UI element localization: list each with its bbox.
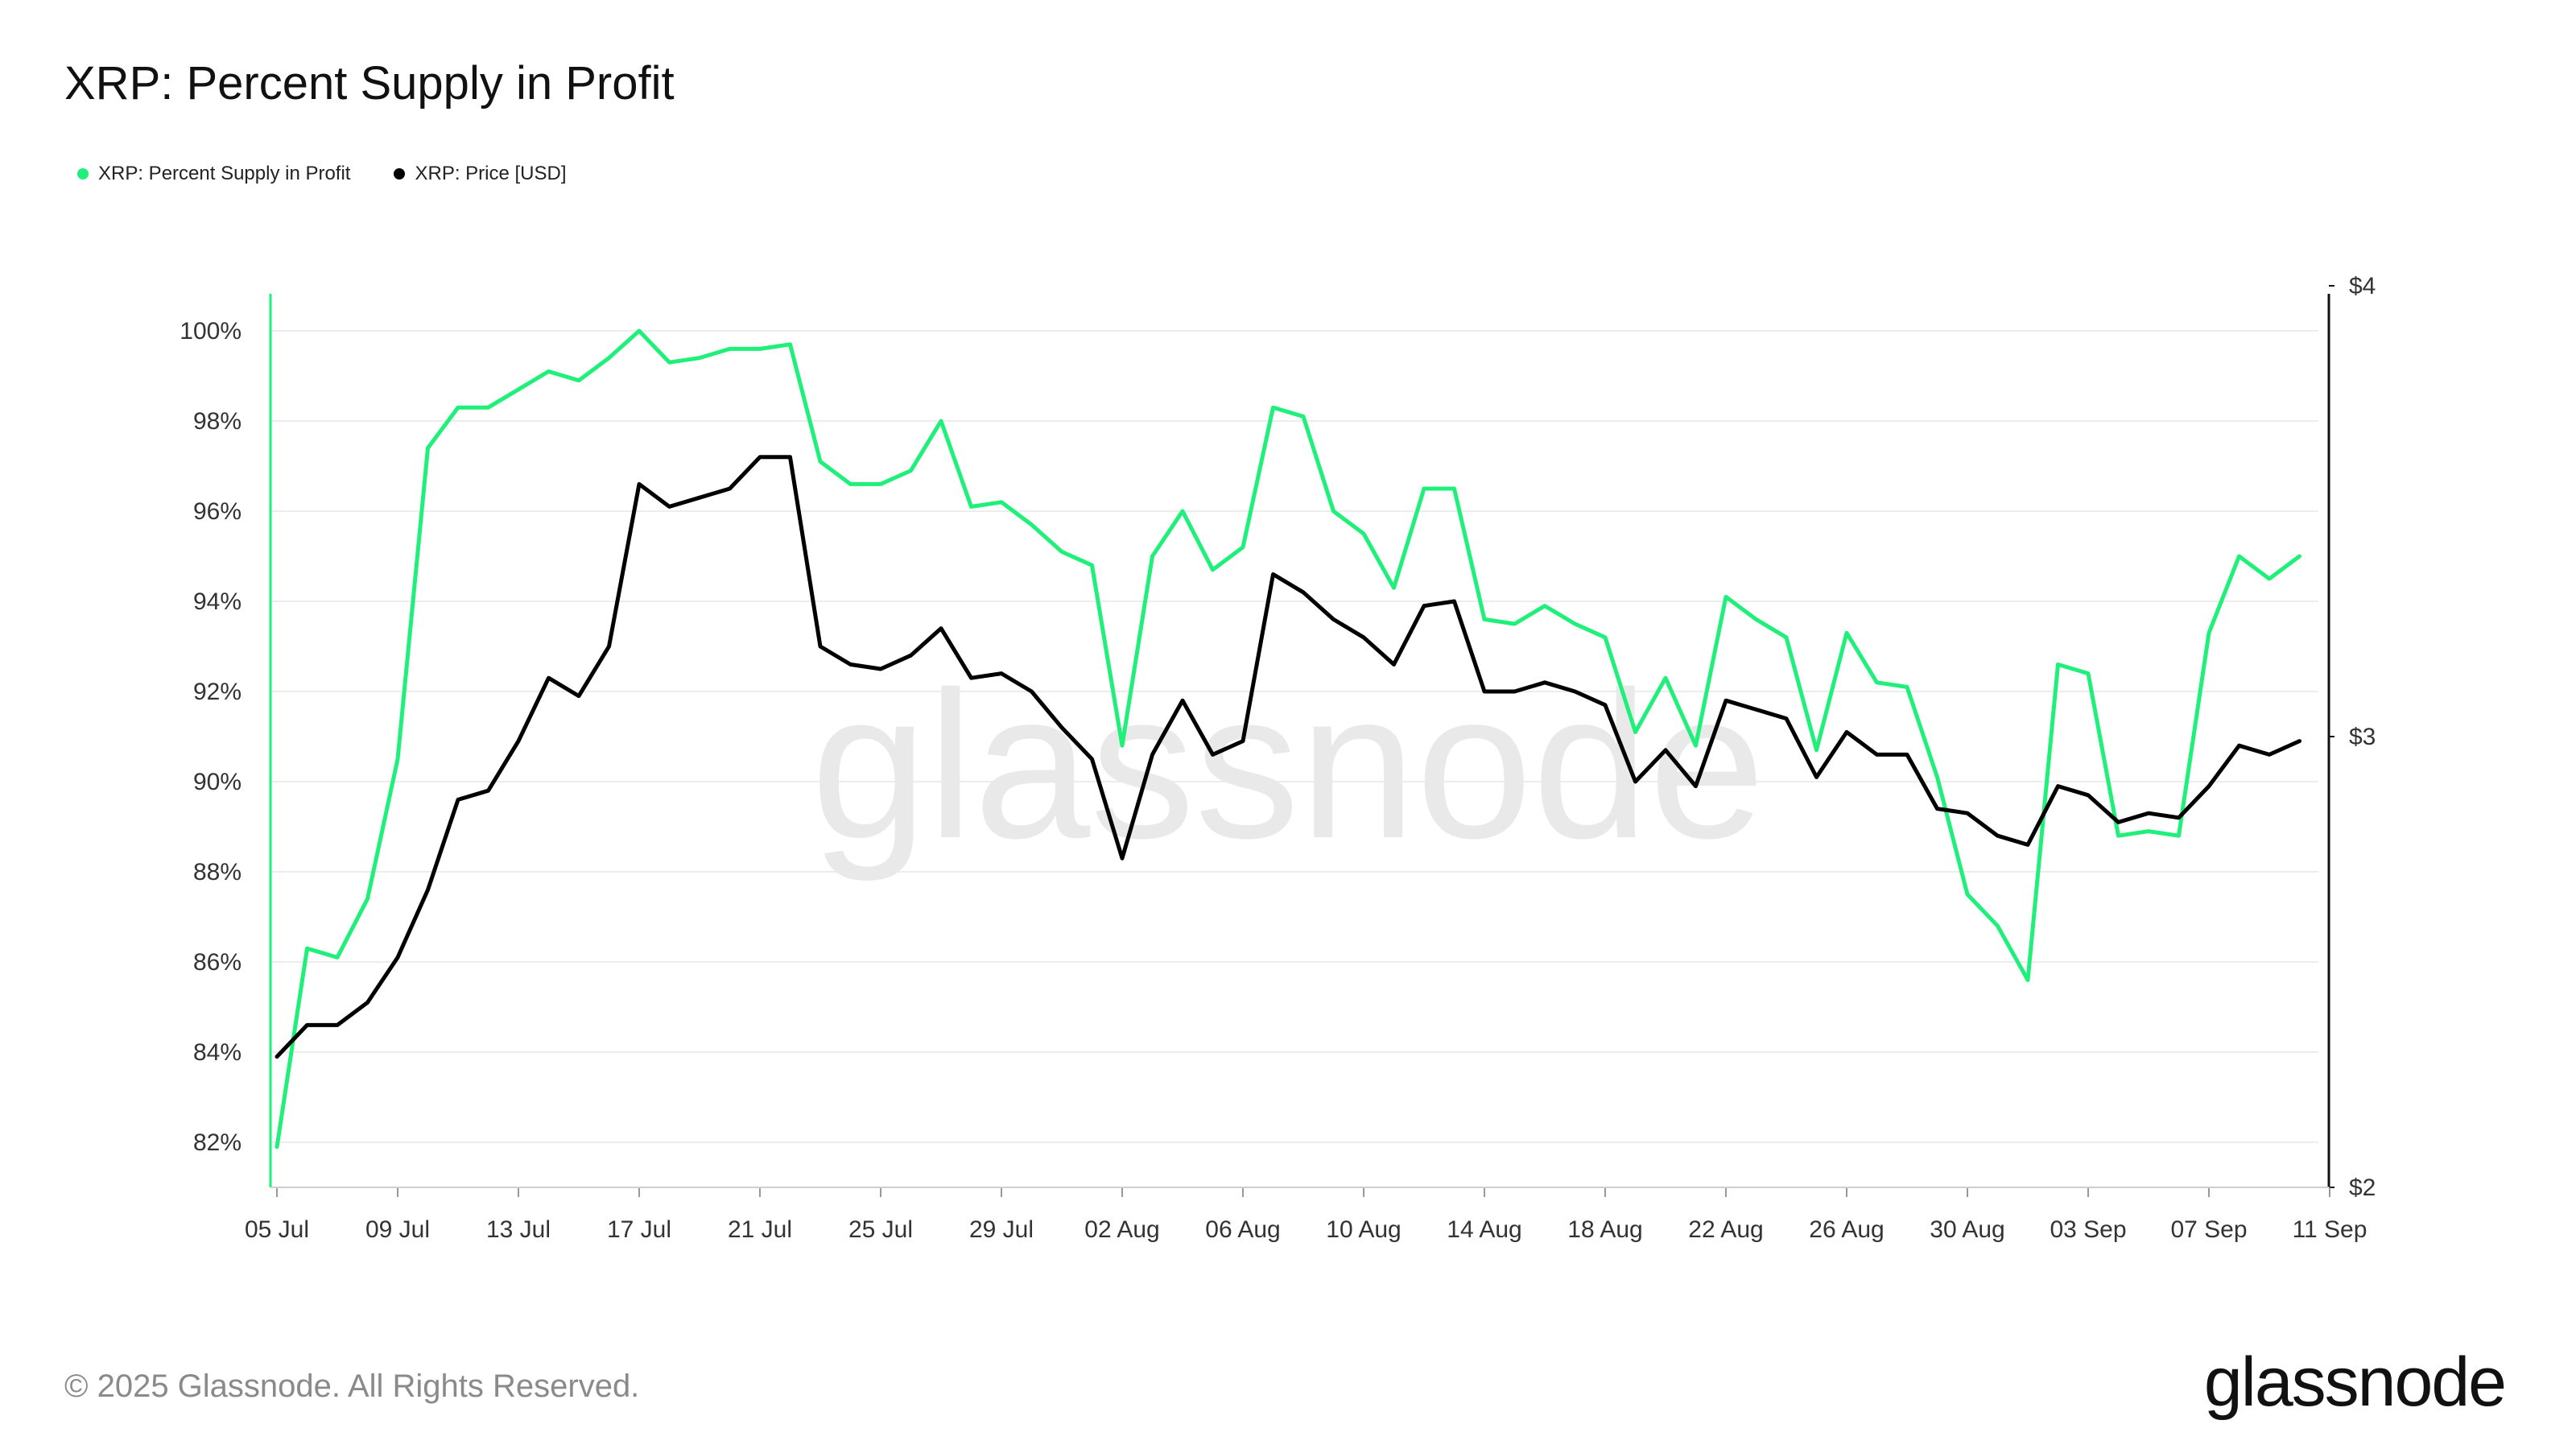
y-left-tick-label: 88%	[193, 859, 242, 886]
series-line-price	[275, 455, 2301, 1059]
legend-dot-supply-in-profit	[77, 168, 89, 180]
y-right-tick-label: $2	[2349, 1174, 2376, 1201]
x-tick-label: 05 Jul	[245, 1216, 309, 1243]
x-tick-label: 11 Sep	[2293, 1216, 2368, 1243]
y-left-tick-label: 86%	[193, 949, 242, 976]
x-tick-label: 26 Aug	[1809, 1216, 1884, 1243]
x-tick-label: 22 Aug	[1688, 1216, 1763, 1243]
copyright: © 2025 Glassnode. All Rights Reserved.	[64, 1368, 640, 1404]
x-tick-label: 06 Aug	[1205, 1216, 1280, 1243]
x-tick-label: 07 Sep	[2170, 1216, 2247, 1243]
x-tick-label: 09 Jul	[365, 1216, 430, 1243]
chart-title: XRP: Percent Supply in Profit	[64, 57, 675, 109]
x-tick-label: 25 Jul	[848, 1216, 913, 1243]
x-tick-label: 14 Aug	[1447, 1216, 1521, 1243]
x-tick-label: 02 Aug	[1084, 1216, 1159, 1243]
legend-label-supply-in-profit: XRP: Percent Supply in Profit	[98, 163, 351, 184]
x-tick-label: 30 Aug	[1930, 1216, 2004, 1243]
legend-label-price: XRP: Price [USD]	[415, 163, 567, 184]
x-tick-label: 13 Jul	[486, 1216, 551, 1243]
axes	[269, 285, 2334, 1197]
x-tick-label: 17 Jul	[607, 1216, 671, 1243]
y-left-tick-label: 94%	[193, 588, 242, 615]
x-tick-label: 10 Aug	[1326, 1216, 1401, 1243]
legend-dot-price	[394, 168, 406, 180]
x-tick-label: 21 Jul	[728, 1216, 792, 1243]
y-right-tick-label: $3	[2349, 724, 2376, 750]
y-left-tick-label: 82%	[193, 1129, 242, 1156]
series	[275, 328, 2301, 1150]
legend-item-price[interactable]: XRP: Price [USD]	[394, 163, 567, 185]
glassnode-logo[interactable]: glassnode	[2203, 1344, 2507, 1421]
tick-labels: 82% 84% 86% 88% 90% 92% 94% 96% 98% 100% $2 $3 $4 05 …	[180, 273, 2376, 1243]
y-left-tick-label: 98%	[193, 408, 242, 435]
y-left-tick-label: 92%	[193, 679, 242, 705]
x-tick-label: 18 Aug	[1567, 1216, 1642, 1243]
y-left-tick-label: 90%	[193, 769, 242, 795]
series-line-supply-in-profit	[275, 328, 2301, 1150]
y-left-tick-label: 84%	[193, 1039, 242, 1066]
x-tick-label: 03 Sep	[2050, 1216, 2126, 1243]
watermark: glassnode	[811, 649, 1765, 883]
y-left-tick-label: 100%	[180, 318, 242, 345]
y-right-tick-label: $4	[2349, 273, 2376, 299]
grid	[270, 330, 2318, 1143]
x-tick-label: 29 Jul	[969, 1216, 1034, 1243]
legend: XRP: Percent Supply in Profit XRP: Price…	[77, 163, 567, 185]
y-left-tick-label: 96%	[193, 498, 242, 525]
legend-item-supply-in-profit[interactable]: XRP: Percent Supply in Profit	[77, 163, 350, 185]
